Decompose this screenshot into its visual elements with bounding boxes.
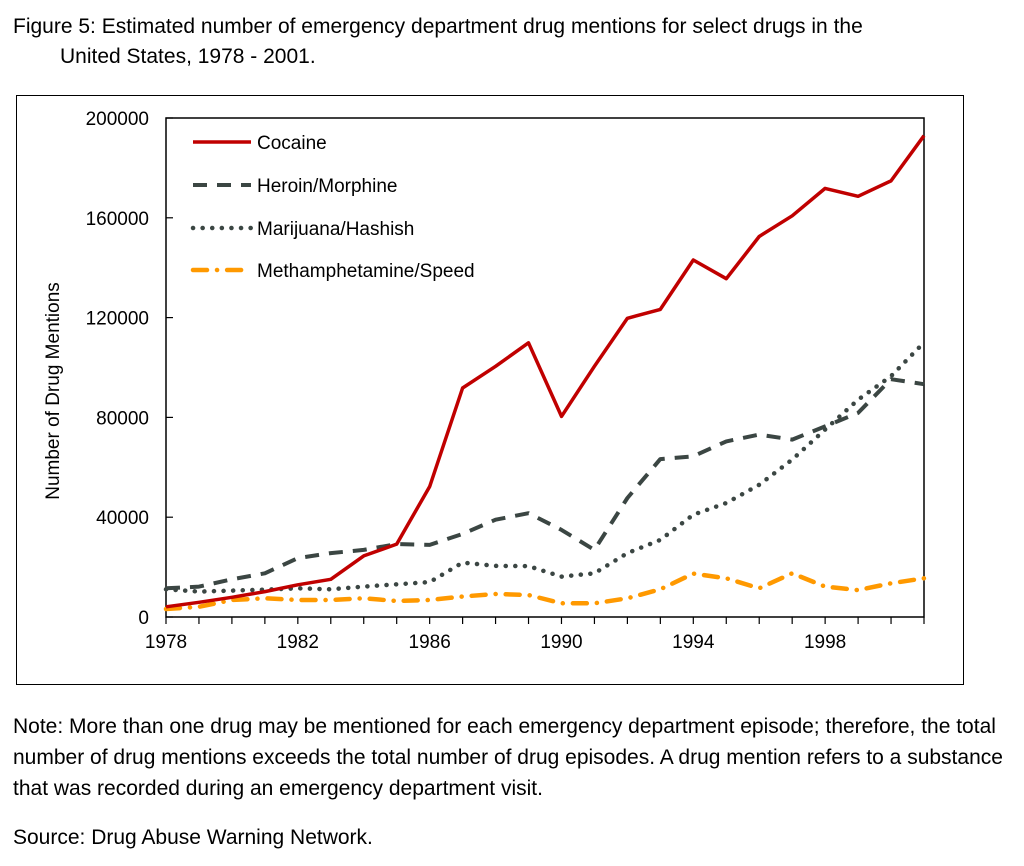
legend-label-marijuana-hashish: Marijuana/Hashish	[257, 219, 414, 240]
x-tick-label: 1990	[540, 632, 582, 653]
y-tick-label: 120000	[86, 309, 149, 330]
chart-source: Source: Drug Abuse Warning Network.	[13, 826, 373, 849]
figure-title-line1: Figure 5: Estimated number of emergency …	[13, 15, 863, 38]
plot-border	[165, 117, 925, 618]
y-tick-label: 0	[138, 608, 149, 629]
x-axis: 1978 1982 1986 1990 1994 1998	[145, 617, 925, 653]
chart-frame	[16, 95, 964, 685]
legend-label-heroin-morphine: Heroin/Morphine	[257, 176, 397, 197]
figure-title-line2: United States, 1978 - 2001.	[60, 45, 316, 68]
plot-area	[165, 117, 925, 618]
x-tick-label: 1978	[145, 632, 187, 653]
figure-title: Figure 5: Estimated number of emergency …	[13, 12, 863, 72]
series-line-cocaine	[165, 134, 926, 609]
series-line-heroin-morphine	[165, 377, 925, 591]
legend: Cocaine Heroin/Morphine Marijuana/Hashish M…	[190, 133, 475, 282]
y-tick-label: 40000	[96, 508, 149, 529]
legend-label-cocaine: Cocaine	[257, 133, 327, 154]
series-line-marijuana-hashish	[163, 340, 927, 594]
chart-note: Note: More than one drug may be mentione…	[13, 715, 1003, 800]
x-tick-label: 1986	[409, 632, 451, 653]
series-line-methamphetamine-speed	[163, 571, 927, 612]
y-tick-label: 160000	[86, 209, 149, 230]
y-tick-label: 200000	[86, 109, 149, 130]
y-axis-title: Number of Drug Mentions	[43, 282, 64, 500]
x-tick-label: 1994	[672, 632, 715, 653]
x-tick-label: 1982	[277, 632, 319, 653]
y-axis: 0 40000 80000 120000 160000 200000	[86, 109, 173, 629]
x-tick-label: 1998	[804, 632, 846, 653]
legend-label-methamphetamine-speed: Methamphetamine/Speed	[257, 261, 475, 282]
y-tick-label: 80000	[96, 408, 149, 429]
series-layer	[163, 134, 927, 612]
